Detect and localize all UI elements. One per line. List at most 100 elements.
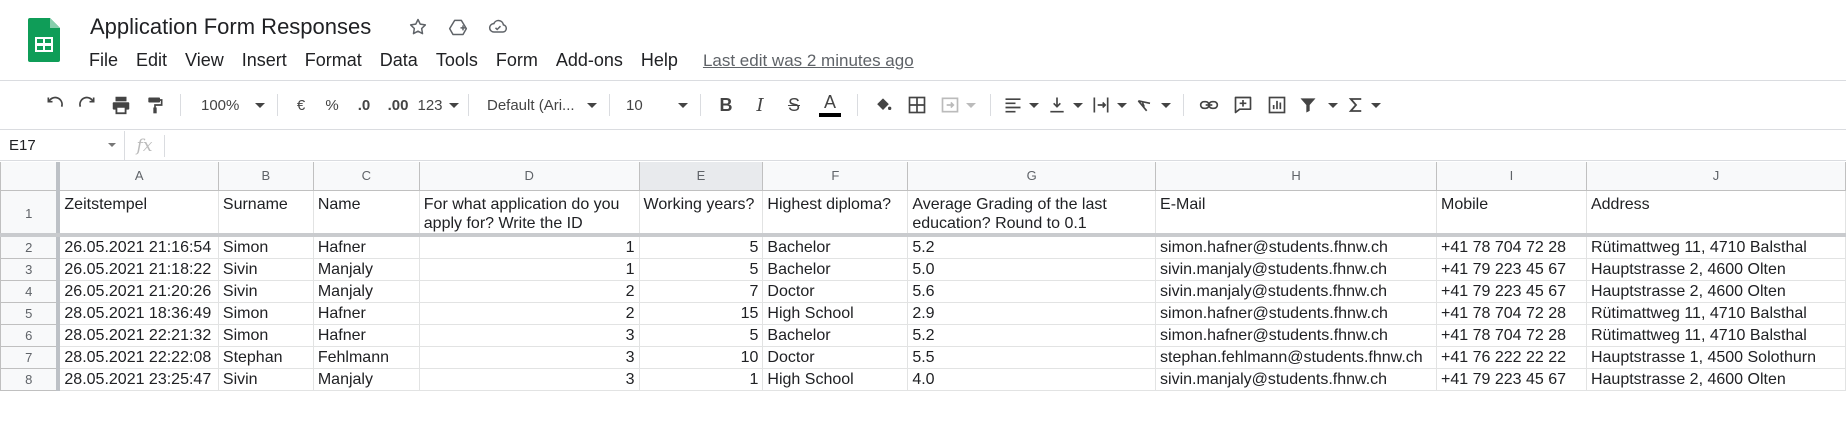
sheets-logo-icon[interactable] xyxy=(28,18,60,62)
column-header-i[interactable]: I xyxy=(1436,162,1587,191)
cell[interactable]: Rütimattweg 11, 4710 Balsthal xyxy=(1585,323,1846,347)
insert-comment-icon[interactable] xyxy=(1226,89,1260,121)
column-header-b[interactable]: B xyxy=(217,162,314,191)
cell[interactable]: 10 xyxy=(638,345,764,369)
cell[interactable]: Hauptstrasse 2, 4600 Olten xyxy=(1585,367,1846,391)
column-header-e[interactable]: E xyxy=(638,162,764,191)
header-cell-email[interactable]: E-Mail xyxy=(1155,189,1437,237)
header-cell-average-grading[interactable]: Average Grading of the last education? R… xyxy=(907,189,1157,237)
cell[interactable]: 3 xyxy=(418,323,640,347)
increase-decimal-button[interactable]: .00 xyxy=(387,96,409,114)
cell[interactable]: 5 xyxy=(638,234,764,259)
cell[interactable]: sivin.manjaly@students.fhnw.ch xyxy=(1155,279,1437,303)
text-color-button[interactable]: A xyxy=(811,89,849,121)
cell[interactable]: sivin.manjaly@students.fhnw.ch xyxy=(1155,257,1437,281)
cell[interactable]: 2.9 xyxy=(907,301,1157,325)
currency-format-button[interactable]: € xyxy=(296,96,306,114)
cell[interactable]: Fehlmann xyxy=(312,345,420,369)
vertical-align-icon[interactable] xyxy=(1043,89,1087,121)
select-all-corner[interactable] xyxy=(0,162,61,191)
cell[interactable]: Simon xyxy=(217,234,314,259)
header-cell-highest-diploma[interactable]: Highest diploma? xyxy=(762,189,909,237)
borders-icon[interactable] xyxy=(900,89,934,121)
cell[interactable]: Hafner xyxy=(312,301,420,325)
cell[interactable]: Doctor xyxy=(762,279,909,303)
paint-format-icon[interactable] xyxy=(138,89,172,121)
header-cell-mobile[interactable]: Mobile xyxy=(1436,189,1587,237)
document-title[interactable]: Application Form Responses xyxy=(90,14,372,39)
menu-data[interactable]: Data xyxy=(379,50,418,70)
row-header[interactable]: 3 xyxy=(0,257,61,281)
move-to-drive-icon[interactable] xyxy=(445,14,471,40)
name-box[interactable]: E17 xyxy=(0,131,125,160)
cell[interactable]: +41 78 704 72 28 xyxy=(1436,301,1587,325)
cell[interactable]: 26.05.2021 21:20:26 xyxy=(57,279,219,303)
cell[interactable]: 4.0 xyxy=(907,367,1157,391)
cell[interactable]: 2 xyxy=(418,301,640,325)
text-rotation-icon[interactable] xyxy=(1131,89,1175,121)
cell[interactable]: 5.6 xyxy=(907,279,1157,303)
row-header[interactable]: 5 xyxy=(0,301,61,325)
row-header[interactable]: 8 xyxy=(0,367,61,391)
cell[interactable]: Hauptstrasse 1, 4500 Solothurn xyxy=(1585,345,1846,369)
cell[interactable]: 5 xyxy=(638,257,764,281)
cell[interactable]: +41 78 704 72 28 xyxy=(1436,323,1587,347)
more-formats-button[interactable]: 123 xyxy=(416,89,460,121)
cell[interactable]: 2 xyxy=(418,279,640,303)
cell[interactable]: Manjaly xyxy=(312,367,420,391)
menu-edit[interactable]: Edit xyxy=(136,50,168,70)
column-header-a[interactable]: A xyxy=(57,162,219,191)
column-header-g[interactable]: G xyxy=(907,162,1157,191)
decrease-decimal-button[interactable]: .0 xyxy=(357,96,371,114)
cell[interactable]: 1 xyxy=(638,367,764,391)
cell[interactable]: 15 xyxy=(638,301,764,325)
cell[interactable]: Simon xyxy=(217,323,314,347)
functions-icon[interactable] xyxy=(1342,89,1386,121)
cell[interactable]: Sivin xyxy=(217,257,314,281)
percent-format-button[interactable]: % xyxy=(325,96,339,114)
cell[interactable]: Hauptstrasse 2, 4600 Olten xyxy=(1585,279,1846,303)
menu-view[interactable]: View xyxy=(185,50,224,70)
cell[interactable]: Doctor xyxy=(762,345,909,369)
cell[interactable]: 28.05.2021 23:25:47 xyxy=(57,367,219,391)
menu-file[interactable]: File xyxy=(89,50,119,70)
horizontal-align-icon[interactable] xyxy=(999,89,1043,121)
italic-button[interactable]: I xyxy=(756,94,764,116)
menu-tools[interactable]: Tools xyxy=(435,50,478,70)
header-cell-zeitstempel[interactable]: Zeitstempel xyxy=(57,189,219,237)
cell[interactable]: +41 79 223 45 67 xyxy=(1436,279,1587,303)
cell[interactable]: 5.2 xyxy=(907,234,1157,259)
cell[interactable]: simon.hafner@students.fhnw.ch xyxy=(1155,301,1437,325)
header-cell-surname[interactable]: Surname xyxy=(217,189,314,237)
menu-form[interactable]: Form xyxy=(495,50,538,70)
cell[interactable]: 1 xyxy=(418,257,640,281)
redo-icon[interactable] xyxy=(70,89,104,121)
row-header[interactable]: 2 xyxy=(0,234,61,259)
strikethrough-button[interactable]: S xyxy=(787,94,800,115)
undo-icon[interactable] xyxy=(40,89,70,121)
bold-button[interactable]: B xyxy=(719,94,733,115)
merge-cells-icon[interactable] xyxy=(934,89,982,121)
last-edit-link[interactable]: Last edit was 2 minutes ago xyxy=(702,50,914,70)
formula-input[interactable] xyxy=(165,131,1846,160)
insert-link-icon[interactable] xyxy=(1192,89,1226,121)
row-header[interactable]: 7 xyxy=(0,345,61,369)
cell[interactable]: Rütimattweg 11, 4710 Balsthal xyxy=(1585,301,1846,325)
fill-color-icon[interactable] xyxy=(866,89,900,121)
cell[interactable]: Sivin xyxy=(217,279,314,303)
header-cell-working-years[interactable]: Working years? xyxy=(638,189,764,237)
cell[interactable]: 1 xyxy=(418,234,640,259)
column-header-d[interactable]: D xyxy=(418,162,640,191)
star-icon[interactable] xyxy=(405,14,431,40)
cell[interactable]: Manjaly xyxy=(312,257,420,281)
cell[interactable]: 26.05.2021 21:18:22 xyxy=(57,257,219,281)
cell[interactable]: High School xyxy=(762,367,909,391)
cell[interactable]: 5.5 xyxy=(907,345,1157,369)
font-select[interactable]: Default (Ari... xyxy=(477,89,601,121)
cell[interactable]: Sivin xyxy=(217,367,314,391)
font-size-select[interactable]: 10 xyxy=(618,89,692,121)
cell[interactable]: 3 xyxy=(418,345,640,369)
cell[interactable]: +41 79 223 45 67 xyxy=(1436,367,1587,391)
cell[interactable]: 7 xyxy=(638,279,764,303)
header-cell-address[interactable]: Address xyxy=(1585,189,1846,237)
